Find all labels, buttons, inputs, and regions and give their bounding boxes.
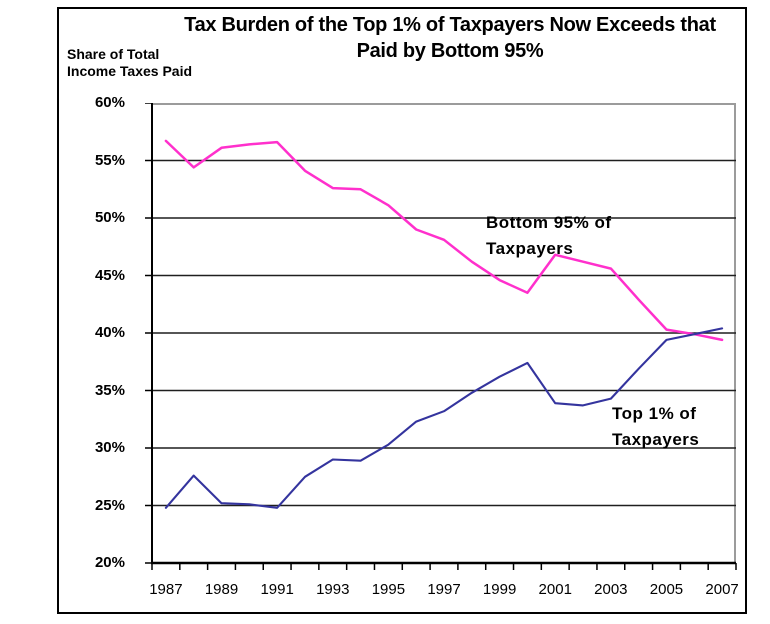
- series-line-top-1: [164, 327, 724, 509]
- y-tick-label: 55%: [94, 151, 125, 169]
- plot-area: [145, 103, 737, 570]
- y-tick-label: 20%: [94, 554, 125, 571]
- x-tick-label: 1987: [149, 581, 183, 598]
- x-tick-label: 1995: [371, 581, 406, 598]
- y-tick-label: 50%: [94, 209, 125, 226]
- y-axis-title: Share of Total Income Taxes Paid: [67, 46, 193, 79]
- y-tick-label: 30%: [94, 439, 125, 456]
- y-tick-label: 45%: [94, 266, 125, 284]
- chart-frame: [57, 7, 747, 614]
- x-tick-label: 1997: [427, 581, 461, 598]
- y-tick-label: 40%: [94, 324, 125, 341]
- x-tick-label: 2001: [538, 581, 572, 598]
- series-line-bottom-95: [164, 139, 724, 342]
- series-label-bottom-95: Bottom 95% of Taxpayers: [486, 213, 612, 258]
- x-tick-label: 1993: [316, 581, 350, 598]
- x-tick-label: 1989: [204, 581, 239, 598]
- x-tick-label: 1999: [482, 581, 517, 598]
- chart-title: Tax Burden of the Top 1% of Taxpayers No…: [184, 14, 716, 62]
- y-tick-label: 35%: [94, 381, 125, 399]
- y-tick-label: 25%: [94, 496, 125, 514]
- series-label-top-1: Top 1% of Taxpayers: [612, 404, 700, 449]
- x-tick-label: 2007: [705, 581, 739, 598]
- x-tick-label: 2005: [649, 581, 684, 598]
- y-tick-label: 60%: [94, 94, 125, 111]
- x-tick-label: 1991: [260, 581, 294, 598]
- x-tick-label: 2003: [594, 581, 628, 598]
